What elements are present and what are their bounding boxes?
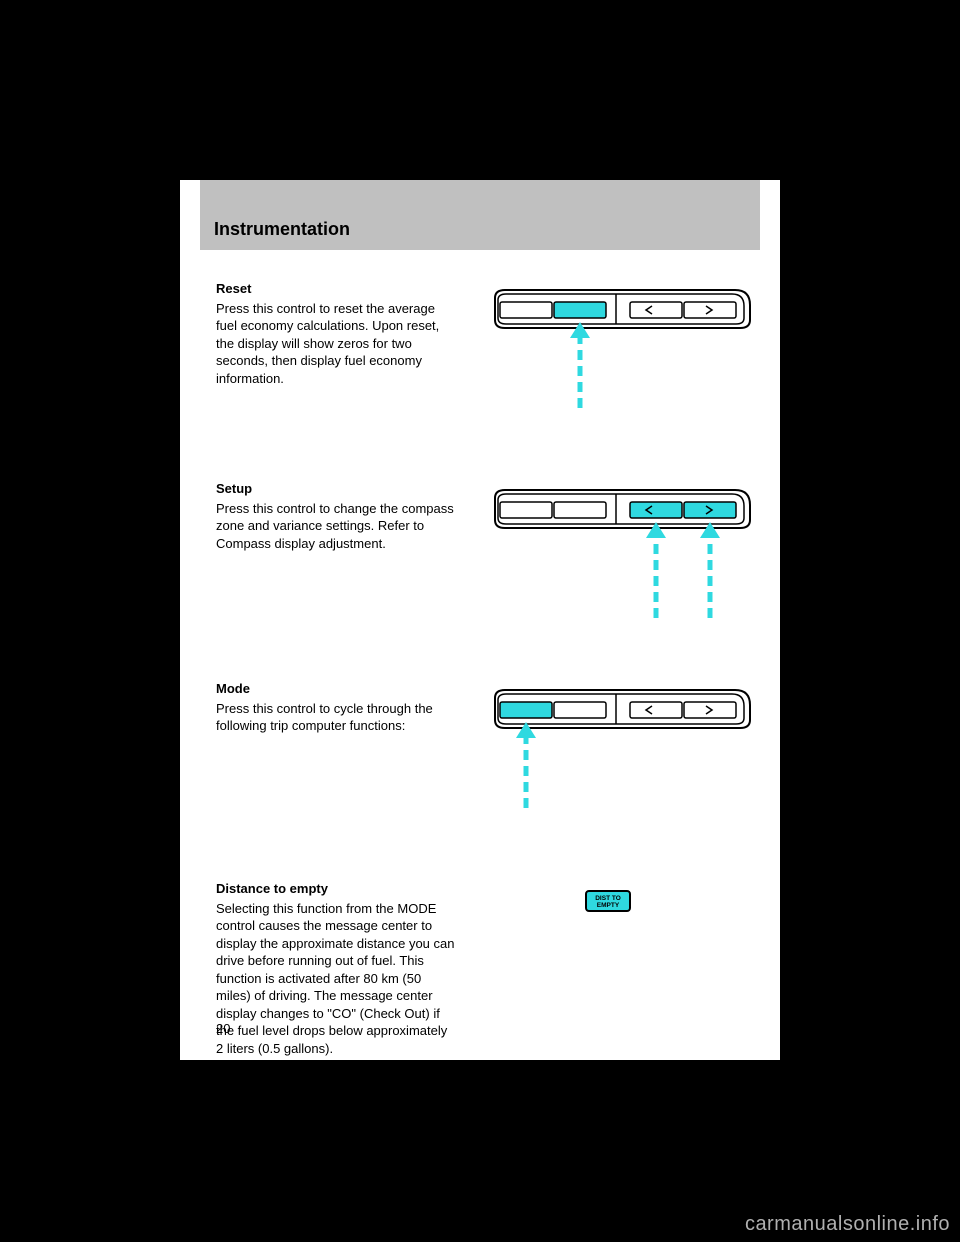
badge-line1: DIST TO <box>595 895 621 902</box>
setup-heading: Setup <box>216 480 456 498</box>
dte-body: Selecting this function from the MODE co… <box>216 900 456 1058</box>
setup-text: Setup Press this control to change the c… <box>216 480 456 552</box>
manual-page: Instrumentation Reset Press this control… <box>180 180 780 1060</box>
mode-text: Mode Press this control to cycle through… <box>216 680 456 735</box>
dist-to-empty-badge: DIST TO EMPTY <box>585 890 631 912</box>
mode-body: Press this control to cycle through the … <box>216 700 456 735</box>
panel-diagram-setup <box>480 480 760 630</box>
panel-diagram-mode <box>480 680 760 820</box>
page-number: 20 <box>216 1021 230 1036</box>
setup-diagram <box>480 480 760 630</box>
panel-diagram-reset <box>480 280 760 420</box>
reset-diagram <box>480 280 760 420</box>
dte-heading: Distance to empty <box>216 880 456 898</box>
reset-body: Press this control to reset the average … <box>216 300 456 388</box>
mode-heading: Mode <box>216 680 456 698</box>
reset-text: Reset Press this control to reset the av… <box>216 280 456 387</box>
dte-text: Distance to empty Selecting this functio… <box>216 880 456 1057</box>
mode-diagram <box>480 680 760 820</box>
watermark: carmanualsonline.info <box>745 1213 950 1236</box>
reset-heading: Reset <box>216 280 456 298</box>
page-title: Instrumentation <box>214 219 350 240</box>
badge-line2: EMPTY <box>597 902 619 909</box>
setup-body: Press this control to change the compass… <box>216 500 456 553</box>
page-header: Instrumentation <box>200 180 760 250</box>
